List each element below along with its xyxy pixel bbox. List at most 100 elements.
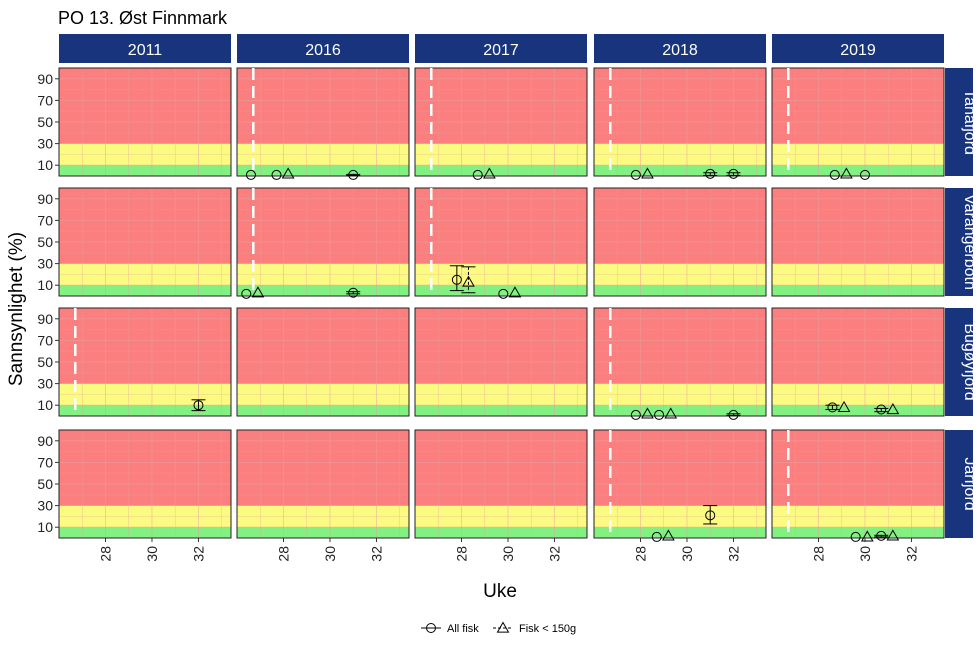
point-fisk-under-150g (860, 530, 874, 542)
risk-band (772, 405, 944, 416)
point-all-fisk (829, 169, 840, 180)
point-all-fisk (654, 409, 665, 420)
point-all-fisk (728, 409, 739, 420)
y-tick-label: 30 (37, 376, 53, 392)
y-tick-label: 90 (37, 433, 53, 449)
point-all-fisk (876, 530, 887, 541)
risk-band (415, 285, 587, 296)
y-tick-label: 70 (37, 454, 53, 470)
risk-band (59, 405, 231, 416)
column-strip-2016 (237, 34, 409, 63)
column-strip-label: 2019 (840, 42, 876, 59)
y-tick-label: 50 (37, 234, 53, 250)
panel-border (771, 429, 945, 539)
panel-border (236, 429, 410, 539)
point-fisk-under-150g (662, 529, 675, 541)
x-tick-label: 30 (322, 546, 338, 562)
panel-border (414, 187, 588, 297)
risk-band (59, 285, 231, 296)
row-strip-label: Jarfjord (961, 457, 978, 510)
risk-band (59, 188, 231, 264)
panel-border (414, 429, 588, 539)
row-strip-0 (945, 68, 973, 176)
panel-border (593, 67, 767, 177)
point-all-fisk (348, 287, 359, 298)
risk-band (237, 430, 409, 506)
point-all-fisk (472, 169, 483, 180)
y-tick-label: 30 (37, 256, 53, 272)
risk-band (237, 308, 409, 384)
x-tick-label: 28 (810, 546, 826, 562)
column-strip-2017 (415, 34, 587, 63)
point-fisk-under-150g (508, 286, 522, 298)
risk-band (594, 527, 766, 538)
risk-band (772, 430, 944, 506)
x-tick-label: 32 (903, 546, 919, 562)
y-tick-label: 30 (37, 498, 53, 514)
legend-key-all-fisk (426, 623, 436, 633)
y-tick-label: 50 (37, 476, 53, 492)
risk-band (594, 188, 766, 264)
risk-band (237, 188, 409, 264)
row-strip-1 (945, 188, 973, 296)
row-strip-label: Varangerbotn (961, 194, 978, 290)
y-tick-label: 90 (37, 191, 53, 207)
risk-band (237, 68, 409, 144)
x-tick-label: 28 (97, 546, 113, 562)
risk-band (59, 430, 231, 506)
point-all-fisk (876, 404, 887, 415)
x-tick-label: 28 (632, 546, 648, 562)
y-tick-label: 70 (37, 92, 53, 108)
row-strip-label: Tanafjord (961, 89, 978, 155)
x-tick-label: 30 (500, 546, 516, 562)
risk-band (415, 405, 587, 416)
panel-border (771, 67, 945, 177)
column-strip-2018 (594, 34, 766, 63)
column-strip-2011 (59, 34, 231, 63)
point-fisk-under-150g (281, 167, 295, 179)
x-tick-label: 32 (190, 546, 206, 562)
risk-band (237, 165, 409, 176)
panel-border (236, 187, 410, 297)
column-strip-label: 2016 (305, 42, 341, 59)
risk-band (237, 527, 409, 538)
row-strip-label: Bugøyfjord (961, 323, 978, 400)
risk-band (237, 405, 409, 416)
panel-border (236, 307, 410, 417)
risk-band (415, 430, 587, 506)
point-all-fisk (859, 169, 870, 180)
panels-layer: 2011 2016 2017 2018 2019 Tanafjord Varangerbot… (37, 34, 978, 562)
x-tick-label: 32 (368, 546, 384, 562)
risk-band (594, 285, 766, 296)
row-strip-2 (945, 308, 973, 416)
risk-band (772, 68, 944, 144)
chart-title: PO 13. Øst Finnmark (58, 8, 228, 28)
x-tick-label: 30 (679, 546, 695, 562)
point-all-fisk (705, 510, 716, 521)
point-all-fisk (241, 288, 252, 299)
point-all-fisk (705, 168, 716, 179)
point-all-fisk (850, 531, 861, 542)
point-all-fisk (498, 288, 509, 299)
point-all-fisk (193, 400, 204, 411)
panel-border (593, 429, 767, 539)
point-all-fisk (245, 169, 256, 180)
point-fisk-under-150g (837, 400, 851, 412)
y-tick-label: 50 (37, 354, 53, 370)
point-fisk-under-150g (641, 167, 654, 179)
y-axis-label: Sannsynlighet (%) (6, 232, 27, 386)
risk-band (415, 188, 587, 264)
risk-band (237, 285, 409, 296)
panel-border (236, 67, 410, 177)
risk-band (772, 308, 944, 384)
x-tick-label: 28 (453, 546, 469, 562)
legend-key-fisk-under-150g (496, 621, 510, 633)
legend: All fisk Fisk < 150g (421, 621, 576, 635)
panel-border (593, 187, 767, 297)
y-tick-label: 50 (37, 114, 53, 130)
y-tick-label: 10 (37, 157, 53, 173)
column-strip-label: 2018 (662, 42, 698, 59)
risk-band (594, 165, 766, 176)
risk-band (772, 188, 944, 264)
